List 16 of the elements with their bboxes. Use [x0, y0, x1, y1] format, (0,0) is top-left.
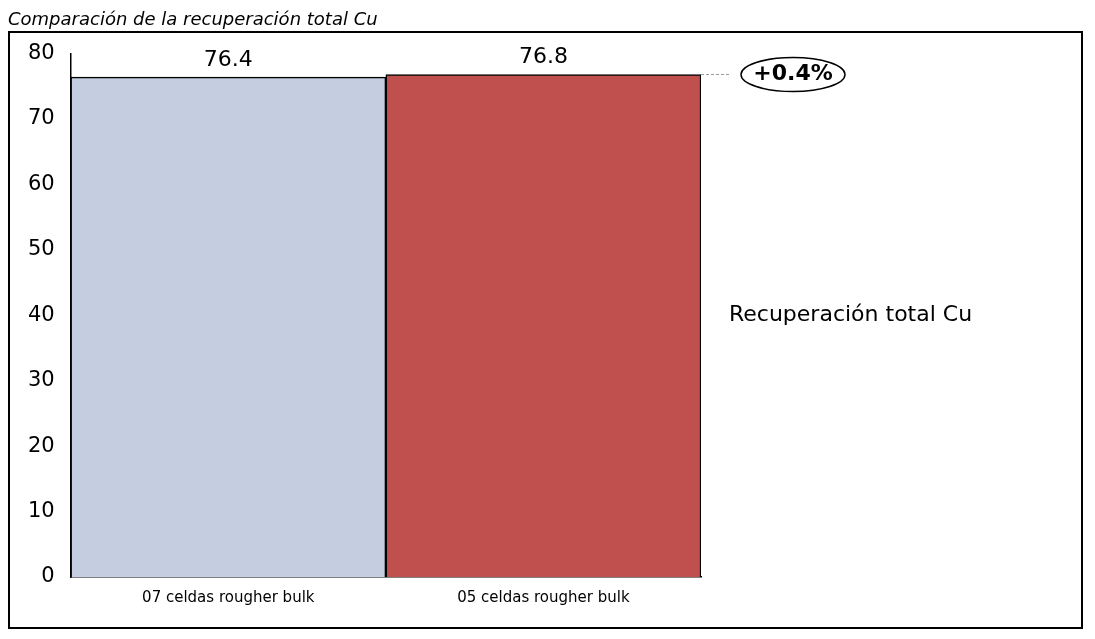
text: Recuperación total Cu — [729, 301, 973, 327]
x-tick-label: 07 celdas rougher bulk — [142, 587, 315, 606]
y-tick-label: 80 — [27, 40, 55, 65]
y-tick-label: 0 — [41, 563, 55, 588]
y-tick-label: 20 — [27, 432, 55, 457]
y-tick-label: 10 — [27, 498, 55, 523]
chart-title: Comparación de la recuperación total Cu — [8, 8, 379, 29]
y-tick-label: 40 — [27, 301, 55, 326]
data-label: 76.4 — [203, 45, 253, 71]
y-tick-label: 50 — [27, 236, 55, 261]
y-tick-label: 70 — [27, 105, 55, 130]
text: +0.4% — [753, 60, 833, 86]
x-tick-label: 05 celdas rougher bulk — [457, 587, 630, 606]
y-tick-label: 30 — [27, 367, 55, 392]
data-label: 76.8 — [518, 43, 568, 69]
y-tick-label: 60 — [27, 170, 55, 195]
